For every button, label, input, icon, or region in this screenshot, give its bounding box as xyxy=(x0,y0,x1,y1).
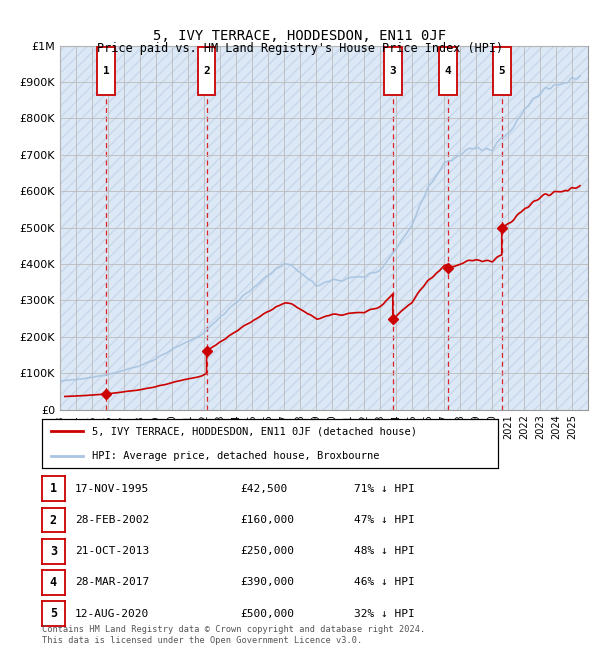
Text: 5, IVY TERRACE, HODDESDON, EN11 0JF: 5, IVY TERRACE, HODDESDON, EN11 0JF xyxy=(154,29,446,44)
Text: 28-FEB-2002: 28-FEB-2002 xyxy=(75,515,149,525)
Text: 3: 3 xyxy=(389,66,396,76)
FancyBboxPatch shape xyxy=(384,47,401,95)
Text: 46% ↓ HPI: 46% ↓ HPI xyxy=(354,577,415,588)
Text: 48% ↓ HPI: 48% ↓ HPI xyxy=(354,546,415,556)
Text: 12-AUG-2020: 12-AUG-2020 xyxy=(75,608,149,619)
Text: 3: 3 xyxy=(50,545,57,558)
Text: 5: 5 xyxy=(499,66,505,76)
FancyBboxPatch shape xyxy=(97,47,115,95)
Text: £390,000: £390,000 xyxy=(240,577,294,588)
Text: £250,000: £250,000 xyxy=(240,546,294,556)
FancyBboxPatch shape xyxy=(198,47,215,95)
Text: 2: 2 xyxy=(203,66,210,76)
Text: 28-MAR-2017: 28-MAR-2017 xyxy=(75,577,149,588)
Text: 17-NOV-1995: 17-NOV-1995 xyxy=(75,484,149,494)
Text: Contains HM Land Registry data © Crown copyright and database right 2024.
This d: Contains HM Land Registry data © Crown c… xyxy=(42,625,425,645)
Text: £160,000: £160,000 xyxy=(240,515,294,525)
Text: 4: 4 xyxy=(50,576,57,589)
Text: £500,000: £500,000 xyxy=(240,608,294,619)
FancyBboxPatch shape xyxy=(493,47,511,95)
Text: £42,500: £42,500 xyxy=(240,484,287,494)
Text: 21-OCT-2013: 21-OCT-2013 xyxy=(75,546,149,556)
Text: Price paid vs. HM Land Registry's House Price Index (HPI): Price paid vs. HM Land Registry's House … xyxy=(97,42,503,55)
Text: 5: 5 xyxy=(50,607,57,620)
Text: 1: 1 xyxy=(103,66,109,76)
Text: HPI: Average price, detached house, Broxbourne: HPI: Average price, detached house, Brox… xyxy=(92,451,380,461)
Text: 32% ↓ HPI: 32% ↓ HPI xyxy=(354,608,415,619)
Text: 1: 1 xyxy=(50,482,57,495)
Text: 47% ↓ HPI: 47% ↓ HPI xyxy=(354,515,415,525)
FancyBboxPatch shape xyxy=(439,47,457,95)
Text: 4: 4 xyxy=(445,66,451,76)
Text: 71% ↓ HPI: 71% ↓ HPI xyxy=(354,484,415,494)
Text: 5, IVY TERRACE, HODDESDON, EN11 0JF (detached house): 5, IVY TERRACE, HODDESDON, EN11 0JF (det… xyxy=(92,426,417,436)
Text: 2: 2 xyxy=(50,514,57,526)
